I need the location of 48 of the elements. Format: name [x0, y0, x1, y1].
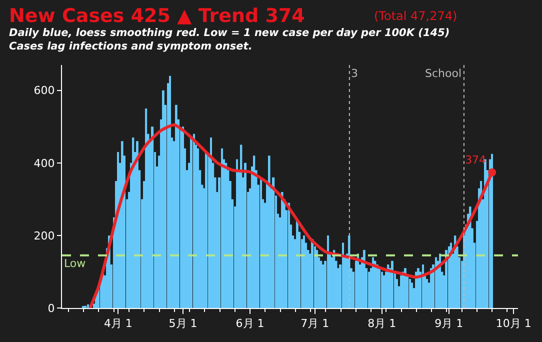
- bar: [288, 202, 290, 308]
- y-tick-label: 600: [34, 84, 55, 98]
- bar: [391, 260, 394, 308]
- bar: [435, 257, 437, 308]
- x-tick-label: 5月 1: [168, 317, 198, 330]
- bar: [151, 126, 154, 308]
- bar: [190, 138, 192, 308]
- bar: [244, 162, 247, 308]
- data-label: 374: [465, 154, 486, 167]
- x-tick-label: 4月 1: [104, 317, 132, 330]
- bar: [193, 134, 195, 308]
- bar: [260, 177, 262, 308]
- bar: [311, 239, 314, 308]
- bar: [117, 152, 119, 308]
- bar: [450, 242, 452, 308]
- chart-title: New Cases 425 ▲ Trend 374: [9, 5, 305, 27]
- text: (Total 47,274): [374, 9, 458, 23]
- bar: [491, 154, 493, 308]
- y-tick-label: 400: [34, 156, 55, 170]
- bar: [448, 246, 450, 308]
- bar: [411, 282, 413, 308]
- y-tick-label: 200: [34, 229, 55, 242]
- ref-line-label: Low: [64, 257, 86, 270]
- bar: [327, 235, 329, 308]
- bar: [221, 148, 223, 308]
- x-tick-label: 6月 1: [236, 317, 264, 330]
- x-tick-label: 7月 1: [300, 317, 330, 330]
- y-tick-label: 0: [48, 302, 55, 315]
- bar: [400, 275, 402, 308]
- bar: [236, 159, 238, 308]
- bar: [102, 274, 104, 308]
- bar: [169, 76, 171, 308]
- bar: [439, 254, 442, 308]
- bar: [409, 278, 411, 308]
- ref-line-label: School: [425, 67, 462, 80]
- chart-subtitle: Daily blue, loess smoothing red. Low = 1 new case per day per 100K (145) Cases lag infections and symptom onset.: [9, 27, 450, 53]
- bar: [368, 272, 370, 308]
- bar: [342, 242, 344, 308]
- bar: [145, 108, 148, 308]
- bar: [378, 268, 380, 308]
- bar: [422, 264, 424, 308]
- bar: [381, 272, 383, 308]
- x-tick-label: 9月 1: [434, 317, 464, 330]
- x-tick-label: 10月 1: [496, 317, 532, 330]
- x-tick-label: 8月 1: [368, 317, 396, 330]
- bar: [87, 304, 89, 308]
- ref-line-label: 3: [351, 67, 358, 80]
- bar: [205, 152, 208, 308]
